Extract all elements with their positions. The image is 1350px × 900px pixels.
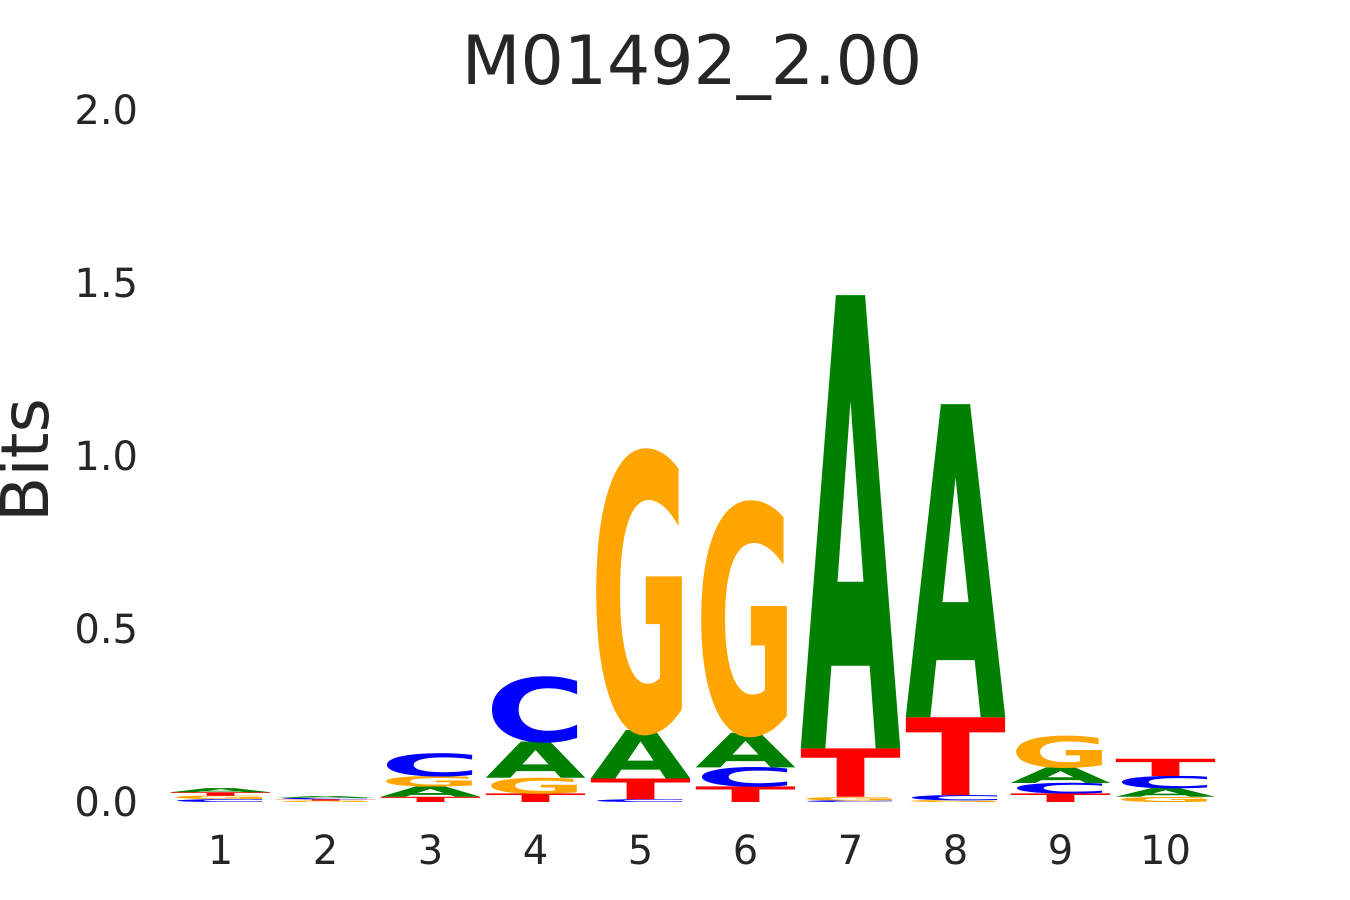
x-tick-label: 7 (838, 828, 863, 874)
logo-letter-c: C (170, 798, 271, 802)
logo-letter-c: C (695, 762, 796, 792)
logo-letter-c: C (800, 800, 901, 803)
logo-letter-g: G (800, 796, 901, 802)
logo-letter-g: G (485, 773, 586, 798)
x-tick-label: 8 (943, 828, 968, 874)
logo-letter-c: C (1115, 773, 1216, 792)
logo-letter-t: T (1010, 791, 1111, 805)
logo-letter-t: T (905, 697, 1006, 821)
logo-letter-t: T (800, 736, 901, 813)
logo-letter-g: G (695, 443, 796, 808)
x-tick-label: 6 (733, 828, 758, 874)
x-tick-label: 5 (628, 828, 653, 874)
logo-letter-a: A (170, 787, 271, 794)
y-axis-ticks: 0.0 0.5 1.0 1.5 2.0 (74, 88, 138, 826)
logo-letter-a: A (1010, 763, 1111, 788)
logo-letter-g: G (170, 795, 271, 801)
logo-letter-c: C (905, 794, 1006, 802)
logo-letter-t: T (275, 799, 376, 801)
y-tick-label: 0.5 (74, 607, 138, 653)
y-tick-label: 2.0 (74, 88, 138, 134)
logo-letter-a: A (695, 724, 796, 779)
logo-letter-a: A (1115, 786, 1216, 800)
logo-letter-g: G (590, 377, 691, 820)
logo-letter-a: A (905, 318, 1007, 819)
x-tick-label: 2 (313, 828, 338, 874)
logo-letter-a: A (590, 717, 691, 794)
logo-letter-a: A (380, 784, 481, 801)
y-axis-label: Bits (0, 398, 64, 522)
logo-letter-g: G (905, 800, 1006, 803)
logo-letter-c: C (590, 798, 691, 802)
logo-letter-g: G (1010, 728, 1111, 778)
x-tick-label: 1 (208, 828, 233, 874)
logo-letter-a: A (800, 171, 902, 895)
x-tick-label: 4 (523, 828, 548, 874)
logo-letter-c: C (380, 748, 481, 784)
logo-letter-t: T (485, 791, 586, 805)
logo-letter-t: T (380, 795, 481, 803)
logo-letter-g: G (1115, 795, 1216, 803)
x-tick-label: 3 (418, 828, 443, 874)
logo-letter-t: T (695, 782, 796, 807)
x-tick-label: 9 (1048, 828, 1073, 874)
logo-letter-a: A (485, 732, 586, 790)
logo-letter-t: T (170, 791, 271, 797)
y-tick-label: 1.0 (74, 434, 138, 480)
x-axis-ticks: 1 2 3 4 5 6 7 8 9 10 (208, 828, 1191, 874)
logo-letter-c: C (275, 797, 376, 799)
y-tick-label: 1.5 (74, 261, 138, 307)
logo-letter-g: G (275, 800, 376, 802)
x-tick-label: 10 (1140, 828, 1191, 874)
y-tick-label: 0.0 (74, 780, 138, 826)
logo-letter-t: T (1115, 754, 1216, 782)
logo-letter-c: C (1010, 780, 1111, 797)
logo-letter-c: C (485, 661, 586, 763)
logo-letter-a: A (275, 796, 376, 799)
chart-title: M01492_2.00 (462, 22, 922, 101)
logo-letter-g: G (380, 773, 481, 790)
logo-letter-t: T (590, 773, 691, 806)
